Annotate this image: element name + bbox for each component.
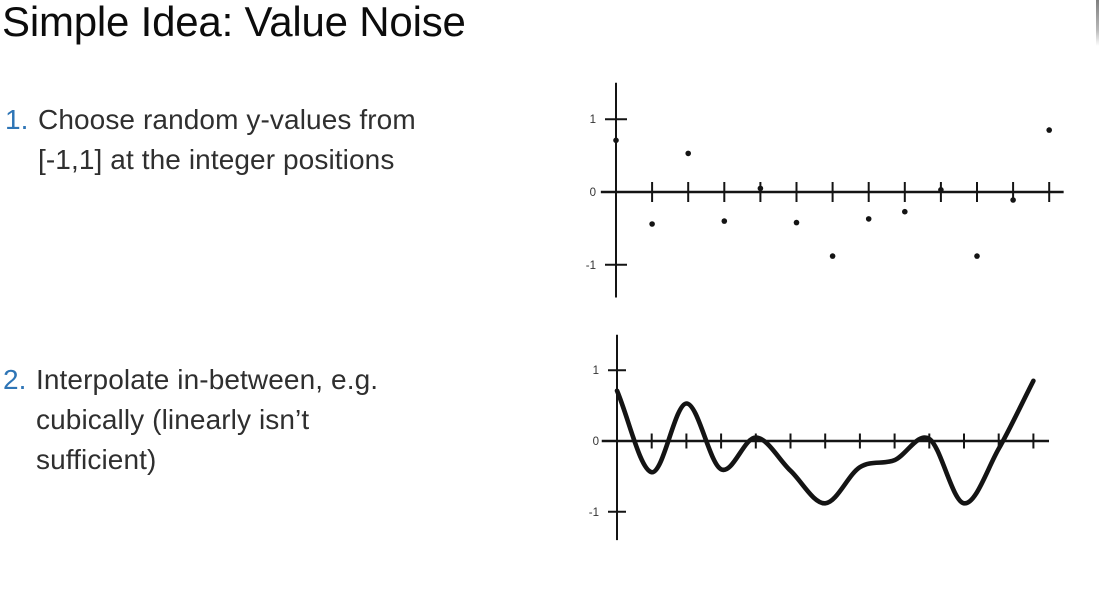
slide-title: Simple Idea: Value Noise: [2, 0, 466, 45]
y-tick-label: 1: [593, 365, 599, 377]
list-item-2: 2. Interpolate in-between, e.g. cubicall…: [3, 360, 378, 480]
scatter-plot-random-values: 1 0 -1: [586, 82, 1064, 298]
list-item-1-number: 1.: [5, 104, 29, 135]
text-line: Interpolate in-between, e.g.: [36, 364, 379, 395]
y-tick-label: -1: [589, 507, 599, 519]
data-point: [938, 187, 944, 193]
list-item-1-text: Choose random y-values from [-1,1] at th…: [38, 100, 416, 180]
text-line: cubically (linearly isn’t: [36, 404, 310, 435]
data-point: [685, 150, 691, 157]
y-tick-label: 0: [590, 187, 596, 199]
interpolated-curve: [614, 378, 1036, 506]
slide-edge-artifact: [1096, 0, 1099, 46]
data-point: [649, 221, 655, 227]
text-line: sufficient): [36, 444, 157, 475]
data-point: [721, 218, 728, 224]
data-point: [613, 137, 619, 144]
y-tick-label: -1: [586, 260, 596, 272]
text-line: [-1,1] at the integer positions: [38, 144, 395, 175]
data-point: [757, 185, 764, 192]
list-item-1: 1. Choose random y-values from [-1,1] at…: [5, 100, 416, 180]
list-item-2-number: 2.: [3, 364, 27, 395]
y-tick-label: 1: [590, 114, 596, 126]
data-point: [829, 253, 836, 259]
data-point: [865, 216, 872, 222]
data-point: [1010, 197, 1016, 203]
data-point: [1046, 127, 1052, 133]
y-tick-label: 0: [593, 436, 599, 448]
data-point: [793, 219, 800, 226]
line-plot-interpolated-curve: 1 0 -1: [589, 334, 1050, 541]
data-point: [902, 208, 908, 215]
text-line: Choose random y-values from: [38, 104, 416, 135]
list-item-2-text: Interpolate in-between, e.g. cubically (…: [36, 360, 378, 480]
data-point: [974, 253, 980, 259]
